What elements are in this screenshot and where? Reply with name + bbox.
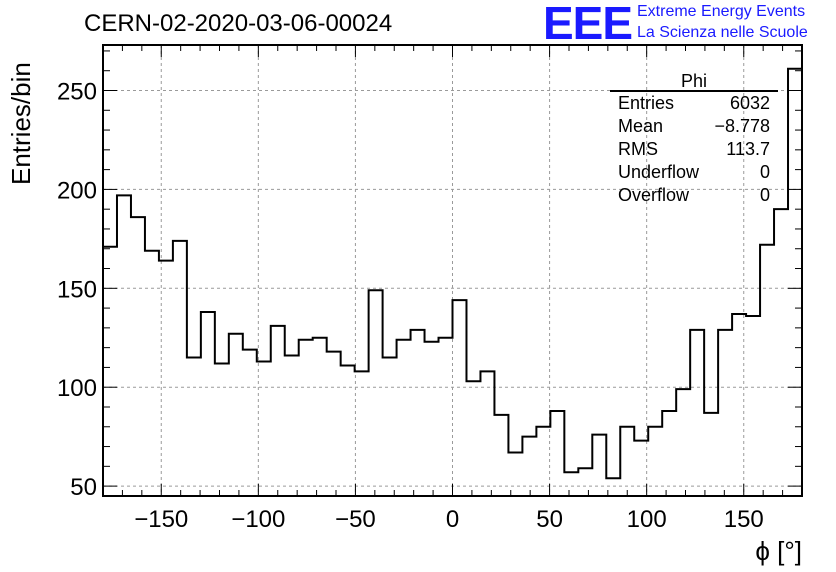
histogram-bin [299,340,313,496]
x-tick-label: 150 [724,506,764,533]
logo-line-1: Extreme Energy Events [637,3,806,20]
histogram-bin [788,69,802,496]
histogram-bin [466,381,480,496]
histogram-bin [117,195,131,496]
histogram-bin [383,358,397,496]
chart-title: CERN-02-2020-03-06-00024 [84,10,393,37]
histogram-bin [313,338,327,496]
histogram-bin [271,326,285,496]
histogram-bin [704,413,718,496]
stats-box: Phi Entries 6032 Mean −8.778 RMS 113.7 U… [610,72,778,207]
histogram-bin [411,330,425,496]
y-tick-label: 150 [57,276,97,303]
plot-frame [102,44,803,497]
histogram-bin [662,411,676,496]
x-tick-label: 0 [446,506,459,533]
histogram-bin [131,217,145,496]
eee-logo: EEE [543,0,633,49]
y-tick-label: 250 [57,78,97,105]
histogram-bin [187,358,201,496]
stats-row-entries: Entries 6032 [610,92,778,115]
histogram-bin [564,472,578,496]
y-tick-label: 50 [70,474,97,501]
histogram-bin [285,356,299,496]
logo-line-2: La Scienza nelle Scuole [637,24,808,41]
stats-value: 113.7 [726,139,770,159]
histogram-bin [718,330,732,496]
histogram-bin [201,312,215,496]
histogram-bin [522,437,536,496]
histogram-bin [760,245,774,496]
histogram-bin [592,435,606,496]
histogram-bin [229,334,243,496]
histogram-bin [453,300,467,496]
histogram-bin [425,342,439,496]
histogram-bin [173,241,187,496]
stats-label: Underflow [618,162,700,182]
stats-value: 0 [759,185,770,205]
histogram-bin [536,427,550,496]
histogram-bin [676,389,690,496]
histogram-outline [103,67,802,480]
y-tick-label: 200 [57,177,97,204]
stats-title: Phi [610,72,778,92]
histogram-bin [480,371,494,496]
x-axis-label: ϕ [°] [755,536,802,566]
histogram-bin [578,468,592,496]
histogram-bin [550,411,564,496]
histogram-bin [439,338,453,496]
histogram-bin [355,371,369,496]
histogram-bin [341,365,355,496]
stats-label: Overflow [618,185,690,205]
stats-row-mean: Mean −8.778 [610,115,778,138]
stats-value: 0 [759,162,770,182]
histogram-bin [508,452,522,496]
histogram-bin [620,427,634,496]
stats-row-underflow: Underflow 0 [610,161,778,184]
stats-value: −8.778 [714,116,770,136]
histogram-bin [257,361,271,496]
histogram-bin [690,330,704,496]
histogram-bin [774,209,788,496]
stats-value: 6032 [729,93,770,113]
x-tick-label: 50 [536,506,563,533]
histogram-bin [145,251,159,496]
x-tick-label: −100 [231,506,285,533]
histogram-bin [732,314,746,496]
histogram-bin [606,478,620,496]
histogram-bin [648,427,662,496]
histogram-bin [634,441,648,496]
x-tick-label: −50 [335,506,376,533]
histogram-bin [215,363,229,496]
y-tick-label: 100 [57,375,97,402]
histogram-bin [494,415,508,496]
stats-label: Mean [618,116,664,136]
stats-label: Entries [618,93,675,113]
stats-label: RMS [618,139,658,159]
x-tick-label: −150 [134,506,188,533]
x-tick-label: 100 [627,506,667,533]
histogram-bin [746,316,760,496]
histogram-bin [159,261,173,496]
histogram-bin [327,352,341,496]
histogram-bin [103,247,117,496]
histogram-bin [397,340,411,496]
histogram-bin [369,290,383,496]
stats-row-overflow: Overflow 0 [610,184,778,207]
histogram-bin [243,350,257,496]
stats-row-rms: RMS 113.7 [610,138,778,161]
